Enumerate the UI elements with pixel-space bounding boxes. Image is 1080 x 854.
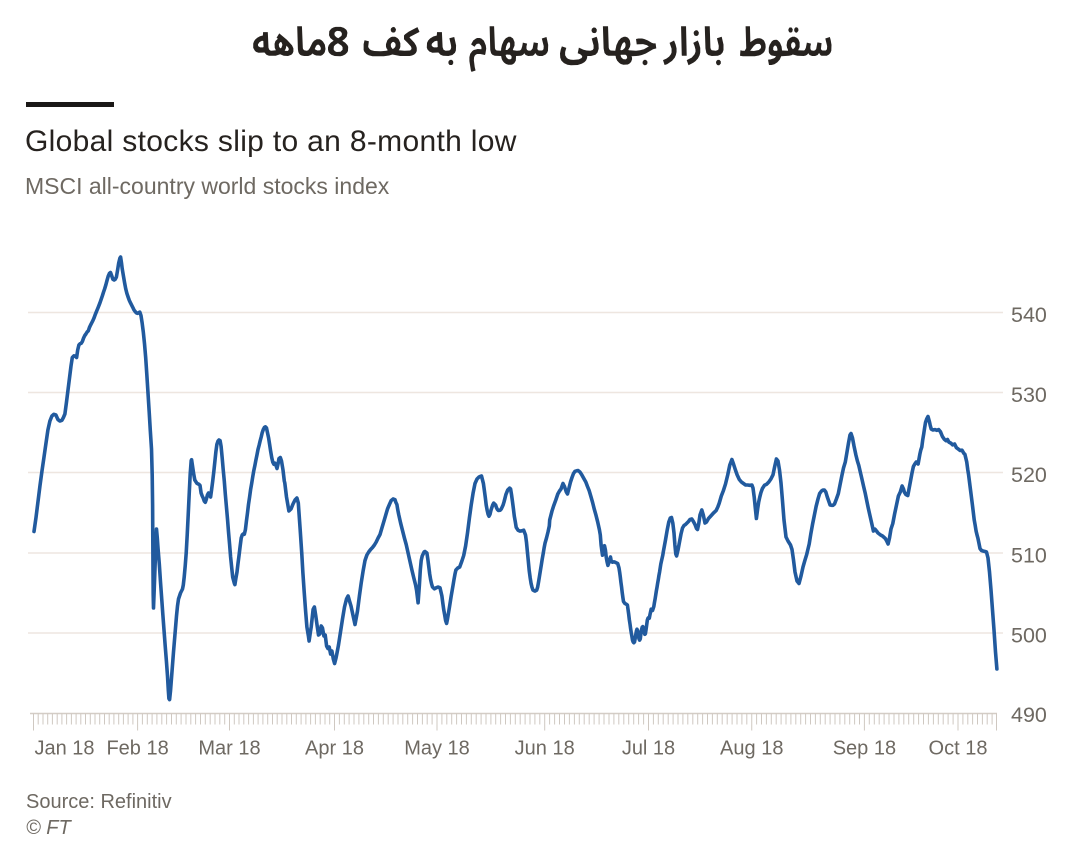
- svg-text:Jun 18: Jun 18: [515, 738, 575, 760]
- svg-text:Jan 18: Jan 18: [35, 738, 95, 760]
- svg-text:Mar 18: Mar 18: [198, 738, 260, 760]
- svg-text:Aug 18: Aug 18: [720, 738, 783, 760]
- svg-text:Apr 18: Apr 18: [305, 738, 364, 760]
- svg-text:490: 490: [1011, 703, 1047, 727]
- svg-text:540: 540: [1011, 303, 1047, 327]
- svg-text:510: 510: [1011, 544, 1047, 568]
- svg-text:500: 500: [1011, 624, 1047, 648]
- svg-text:520: 520: [1011, 463, 1047, 487]
- svg-text:Oct 18: Oct 18: [929, 738, 988, 760]
- svg-text:May 18: May 18: [404, 738, 470, 760]
- svg-text:Jul 18: Jul 18: [622, 738, 675, 760]
- svg-text:Feb 18: Feb 18: [106, 738, 168, 760]
- svg-text:530: 530: [1011, 383, 1047, 407]
- svg-text:Sep 18: Sep 18: [833, 738, 896, 760]
